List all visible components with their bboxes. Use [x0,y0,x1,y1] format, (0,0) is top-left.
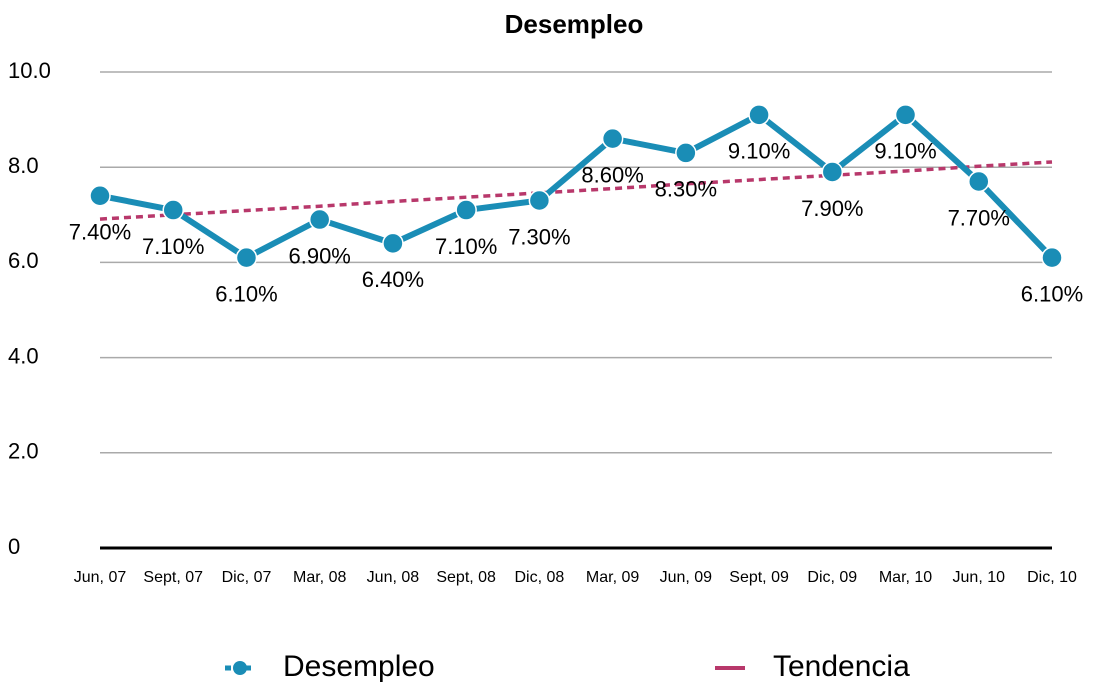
data-label: 7.70% [948,205,1010,230]
legend-label: Desempleo [283,650,435,683]
data-label: 9.10% [874,139,936,164]
data-point [748,104,770,126]
x-tick-label: Sept, 08 [436,569,496,586]
data-point [382,232,404,255]
data-point [235,246,258,269]
y-tick-label: 10.0 [8,58,51,83]
trend-line [99,160,1053,221]
data-point [821,161,844,183]
data-label: 9.10% [728,139,790,164]
x-tick-label: Mar, 08 [293,569,346,586]
data-point [675,142,697,164]
data-point [162,199,184,221]
x-tick-label: Dic, 07 [222,569,272,586]
data-point [89,185,111,207]
data-label: 7.10% [435,234,497,259]
x-tick-label: Jun, 08 [367,569,420,586]
x-tick-label: Mar, 10 [879,569,932,586]
data-point [601,127,624,150]
x-tick-label: Dic, 09 [807,569,857,586]
y-tick-label: 6.0 [8,248,39,273]
data-point [968,170,990,193]
data-point [308,208,331,231]
y-tick-label: 8.0 [8,153,39,178]
x-tick-label: Sept, 07 [143,569,203,586]
data-label: 6.90% [288,243,350,268]
data-label: 7.30% [508,224,570,249]
legend-label: Tendencia [773,650,910,683]
x-tick-label: Mar, 09 [586,569,639,586]
data-label: 7.10% [142,234,204,259]
y-tick-label: 4.0 [8,343,39,368]
data-label: 6.10% [215,281,277,306]
data-label: 6.10% [1021,281,1083,306]
data-label: 8.30% [655,177,717,202]
x-tick-label: Jun, 09 [660,569,713,586]
legend-marker [233,661,247,675]
x-tick-label: Dic, 08 [514,569,564,586]
x-tick-label: Jun, 10 [953,569,1006,586]
y-tick-label: 0 [8,534,20,559]
chart-title: Desempleo [505,9,644,39]
data-label: 6.40% [362,267,424,292]
data-point [1041,246,1063,269]
y-tick-label: 2.0 [8,439,39,464]
data-line [99,111,1055,261]
data-point [528,189,551,212]
data-point [894,104,917,126]
data-label: 8.60% [581,162,643,187]
x-tick-label: Dic, 10 [1027,569,1077,586]
data-label: 7.90% [801,196,863,221]
x-tick-label: Sept, 09 [729,569,789,586]
x-tick-label: Jun, 07 [74,569,127,586]
data-label: 7.40% [69,220,131,245]
data-point [455,199,477,221]
